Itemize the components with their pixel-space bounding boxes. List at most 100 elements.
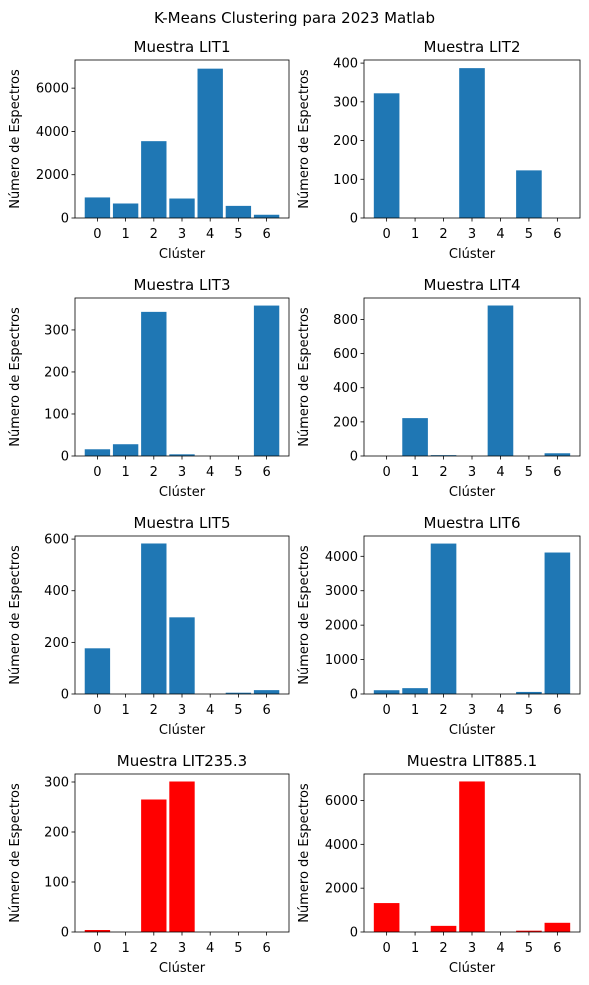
y-tick-label: 4000	[36, 125, 69, 140]
x-axis-label: Clúster	[449, 247, 496, 262]
y-tick-label: 0	[61, 450, 69, 465]
subplot-3: Muestra LIT3 0 1 2 3 4 5 6 0 100 200 300 Clúster Núme…	[8, 276, 290, 500]
y-tick-label: 0	[350, 212, 358, 227]
x-tick-label: 2	[439, 703, 447, 718]
x-tick-label: 6	[553, 227, 561, 242]
bar-cluster-3	[169, 617, 195, 694]
y-tick-label: 400	[333, 57, 358, 72]
subplot-2: Muestra LIT2 0 1 2 3 4 5 6 0 100 200 300 400 Clúster N…	[297, 38, 581, 262]
x-axis-label: Clúster	[159, 485, 206, 500]
y-axis-label: Número de Espectros	[297, 69, 312, 209]
x-tick-label: 5	[234, 227, 242, 242]
x-tick-label: 4	[206, 941, 214, 956]
y-tick-label: 200	[333, 134, 358, 149]
x-tick-label: 4	[496, 703, 504, 718]
x-tick-label: 6	[553, 465, 561, 480]
x-tick-label: 6	[553, 703, 561, 718]
bar-cluster-5	[516, 930, 542, 932]
bar-cluster-3	[459, 781, 485, 932]
y-tick-label: 6000	[36, 82, 69, 97]
y-tick-label: 400	[333, 381, 358, 396]
bar-cluster-6	[253, 214, 280, 218]
x-tick-label: 4	[496, 465, 504, 480]
subplot-title: Muestra LIT235.3	[117, 752, 247, 770]
bar-cluster-1	[402, 688, 428, 694]
bar-cluster-3	[169, 454, 195, 456]
subplot-title: Muestra LIT5	[134, 514, 231, 532]
bar-cluster-2	[141, 799, 167, 932]
x-tick-label: 1	[411, 941, 419, 956]
subplot-7: Muestra LIT235.3 0 1 2 3 4 5 6 0 100 200 300 Clúster…	[8, 752, 290, 976]
y-tick-label: 400	[44, 584, 69, 599]
bar-cluster-2	[430, 925, 457, 932]
x-tick-label: 1	[121, 465, 129, 480]
bar-cluster-0	[84, 648, 111, 694]
bar-cluster-6	[544, 922, 571, 932]
x-tick-label: 0	[382, 227, 390, 242]
x-tick-label: 5	[525, 703, 533, 718]
x-axis-label: Clúster	[449, 485, 496, 500]
y-tick-label: 200	[44, 826, 69, 841]
x-tick-label: 3	[468, 703, 476, 718]
x-tick-label: 6	[262, 465, 270, 480]
x-tick-label: 0	[93, 703, 101, 718]
x-tick-label: 6	[262, 227, 270, 242]
y-axis-label: Número de Espectros	[8, 545, 23, 685]
y-tick-label: 2000	[36, 168, 69, 183]
y-tick-label: 600	[333, 347, 358, 362]
bar-cluster-1	[112, 203, 139, 218]
y-tick-label: 0	[350, 450, 358, 465]
bar-cluster-1	[112, 444, 139, 456]
subplot-4: Muestra LIT4 0 1 2 3 4 5 6 0 200 400 600 800 Clúster N…	[297, 276, 581, 500]
bar-cluster-2	[430, 455, 457, 456]
y-tick-label: 2000	[325, 619, 358, 634]
bar-cluster-6	[544, 552, 571, 694]
bar-cluster-4	[487, 305, 514, 456]
x-tick-label: 0	[93, 227, 101, 242]
x-tick-label: 3	[468, 227, 476, 242]
x-tick-label: 0	[382, 703, 390, 718]
y-axis-label: Número de Espectros	[297, 545, 312, 685]
y-axis-label: Número de Espectros	[297, 783, 312, 923]
x-tick-label: 1	[121, 227, 129, 242]
bar-cluster-0	[84, 930, 111, 932]
x-tick-label: 6	[262, 941, 270, 956]
y-tick-label: 2000	[325, 882, 358, 897]
x-tick-label: 0	[382, 465, 390, 480]
subplot-title: Muestra LIT4	[424, 276, 521, 294]
x-tick-label: 1	[411, 227, 419, 242]
x-tick-label: 5	[525, 465, 533, 480]
subplot-title: Muestra LIT3	[134, 276, 231, 294]
x-tick-label: 3	[178, 703, 186, 718]
bar-cluster-2	[141, 543, 167, 694]
x-tick-label: 0	[93, 941, 101, 956]
x-tick-label: 2	[150, 227, 158, 242]
y-tick-label: 800	[333, 313, 358, 328]
x-tick-label: 5	[234, 703, 242, 718]
bar-cluster-3	[459, 68, 485, 218]
y-tick-label: 300	[44, 323, 69, 338]
y-tick-label: 4000	[325, 838, 358, 853]
x-tick-label: 6	[553, 941, 561, 956]
bar-cluster-3	[169, 781, 195, 932]
x-tick-label: 2	[150, 941, 158, 956]
y-axis-label: Número de Espectros	[8, 69, 23, 209]
y-tick-label: 4000	[325, 550, 358, 565]
x-tick-label: 5	[234, 941, 242, 956]
y-tick-label: 200	[44, 365, 69, 380]
bar-cluster-2	[141, 311, 167, 456]
x-tick-label: 2	[439, 941, 447, 956]
y-tick-label: 0	[61, 212, 69, 227]
x-tick-label: 4	[206, 465, 214, 480]
y-tick-label: 600	[44, 533, 69, 548]
y-tick-label: 0	[350, 926, 358, 941]
y-axis-label: Número de Espectros	[8, 783, 23, 923]
x-tick-label: 3	[468, 465, 476, 480]
x-tick-label: 0	[93, 465, 101, 480]
x-tick-label: 5	[234, 465, 242, 480]
bar-cluster-4	[197, 68, 223, 218]
x-axis-label: Clúster	[449, 723, 496, 738]
x-axis-label: Clúster	[159, 247, 206, 262]
x-tick-label: 3	[178, 227, 186, 242]
